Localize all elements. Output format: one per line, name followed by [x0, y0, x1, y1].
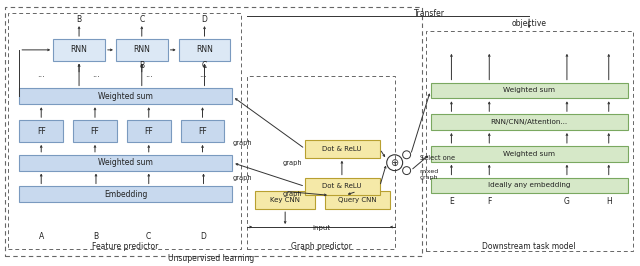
Bar	[8, 13, 241, 249]
Text: RNN: RNN	[196, 45, 213, 54]
Bar	[116, 39, 168, 61]
Bar	[19, 186, 232, 202]
Text: H: H	[606, 197, 612, 206]
Bar	[305, 177, 380, 195]
Text: graph: graph	[233, 174, 252, 181]
Text: A: A	[38, 232, 44, 242]
Text: FF: FF	[198, 127, 207, 135]
Text: D: D	[202, 15, 207, 24]
Text: C: C	[146, 232, 152, 242]
Bar	[431, 82, 628, 98]
Bar	[426, 31, 632, 251]
Text: B: B	[77, 15, 82, 24]
Text: Unsupervised learning: Unsupervised learning	[168, 254, 255, 263]
Text: Graph predictor: Graph predictor	[291, 242, 351, 251]
Text: Dot & ReLU: Dot & ReLU	[322, 146, 362, 152]
Bar	[73, 120, 117, 142]
Text: Select one: Select one	[420, 155, 454, 161]
Text: Ideally any embedding: Ideally any embedding	[488, 182, 570, 188]
Text: B: B	[140, 61, 145, 70]
Text: ...: ...	[92, 70, 100, 79]
Text: F: F	[487, 197, 492, 206]
Bar	[431, 146, 628, 162]
Text: objective: objective	[511, 19, 547, 28]
Bar	[255, 191, 315, 209]
Text: Weighted sum: Weighted sum	[99, 92, 154, 101]
Text: ...: ...	[200, 70, 207, 79]
Text: input: input	[312, 225, 330, 231]
Text: Embedding: Embedding	[104, 190, 148, 199]
Text: ...: ...	[145, 70, 153, 79]
Bar	[19, 120, 63, 142]
Text: Weighted sum: Weighted sum	[99, 158, 154, 167]
Text: G: G	[564, 197, 570, 206]
Text: Key CNN: Key CNN	[270, 197, 300, 203]
Bar	[5, 7, 422, 256]
Text: Dot & ReLU: Dot & ReLU	[322, 184, 362, 189]
Text: Transfer: Transfer	[414, 9, 445, 18]
Bar	[179, 39, 230, 61]
Text: graph: graph	[282, 160, 302, 166]
Text: RNN: RNN	[70, 45, 88, 54]
Text: Downstream task model: Downstream task model	[483, 242, 576, 251]
Bar	[180, 120, 225, 142]
Bar	[247, 76, 395, 249]
Text: C: C	[202, 61, 207, 70]
Text: RNN: RNN	[133, 45, 150, 54]
Bar	[431, 177, 628, 193]
Text: graph: graph	[282, 191, 302, 197]
Bar	[431, 114, 628, 130]
Text: FF: FF	[91, 127, 99, 135]
Bar	[305, 140, 380, 158]
Text: mixed
graph: mixed graph	[420, 169, 439, 180]
Text: Weighted sum: Weighted sum	[503, 151, 555, 157]
Text: Feature predictor: Feature predictor	[92, 242, 158, 251]
Text: $\oplus$: $\oplus$	[390, 157, 399, 168]
Text: FF: FF	[37, 127, 45, 135]
Text: FF: FF	[145, 127, 153, 135]
Text: B: B	[93, 232, 99, 242]
Bar	[325, 191, 390, 209]
Bar	[19, 155, 232, 171]
Bar	[53, 39, 105, 61]
Text: graph: graph	[233, 140, 252, 146]
Text: C: C	[139, 15, 145, 24]
Text: E: E	[449, 197, 454, 206]
Bar	[19, 89, 232, 104]
Text: Weighted sum: Weighted sum	[503, 88, 555, 93]
Text: D: D	[200, 232, 207, 242]
Text: ...: ...	[37, 70, 45, 79]
Text: Query CNN: Query CNN	[337, 197, 376, 203]
Bar	[127, 120, 171, 142]
Text: RNN/CNN/Attention...: RNN/CNN/Attention...	[490, 119, 568, 125]
